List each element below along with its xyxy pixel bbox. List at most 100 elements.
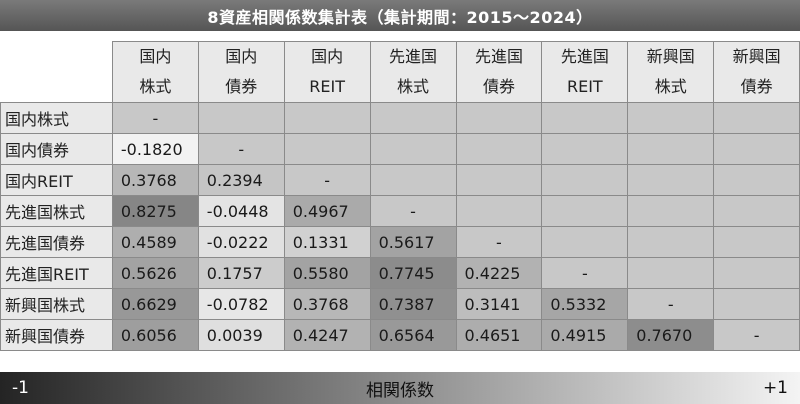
row-header: 国内株式 (0, 102, 113, 134)
scale-max-label: +1 (762, 378, 788, 398)
correlation-cell: -0.0448 (197, 195, 285, 227)
empty-cell (455, 102, 543, 134)
column-header-line2: REIT (309, 77, 346, 96)
empty-cell (713, 164, 800, 196)
column-header: 新興国 債券 (713, 41, 800, 103)
column-header-line1: 新興国 (732, 47, 781, 66)
empty-cell (283, 133, 371, 165)
row-header: 新興国債券 (0, 319, 113, 351)
column-header-line2: 株式 (397, 77, 430, 96)
corner-cell (1, 42, 113, 103)
column-header-line1: 先進国 (474, 47, 523, 66)
table-row: 新興国債券 0.6056 0.0039 0.4247 0.6564 0.4651 0.491… (0, 319, 800, 351)
empty-cell (283, 102, 371, 134)
correlation-cell: 0.7387 (369, 288, 457, 320)
column-header-line2: 株式 (654, 77, 687, 96)
diagonal-cell: - (627, 288, 715, 320)
table-row: 国内債券 -0.1820- (0, 133, 800, 165)
column-header-line1: 国内 (225, 47, 258, 66)
correlation-cell: 0.1331 (283, 226, 371, 258)
diagonal-cell: - (369, 195, 457, 227)
correlation-cell: 0.2394 (197, 164, 285, 196)
empty-cell (713, 102, 800, 134)
diagonal-cell: - (541, 257, 629, 289)
empty-cell (369, 133, 457, 165)
column-header-line1: 新興国 (646, 47, 695, 66)
column-header: 先進国 REIT (541, 41, 629, 103)
correlation-cell: 0.7745 (369, 257, 457, 289)
correlation-cell: 0.6564 (369, 319, 457, 351)
correlation-cell: 0.5580 (283, 257, 371, 289)
column-header-line1: 先進国 (389, 47, 438, 66)
table-row: 先進国株式 0.8275 -0.0448 0.4967- (0, 195, 800, 227)
column-header-line1: 国内 (311, 47, 344, 66)
correlation-cell: 0.4651 (455, 319, 543, 351)
empty-cell (541, 226, 629, 258)
empty-cell (627, 133, 715, 165)
empty-cell (713, 133, 800, 165)
empty-cell (369, 164, 457, 196)
diagonal-cell: - (111, 102, 199, 134)
empty-cell (455, 195, 543, 227)
column-header-line1: 先進国 (560, 47, 609, 66)
diagonal-cell: - (283, 164, 371, 196)
correlation-cell: 0.6056 (111, 319, 199, 351)
empty-cell (627, 102, 715, 134)
row-header: 先進国株式 (0, 195, 113, 227)
empty-cell (197, 102, 285, 134)
table-row: 国内株式 - (0, 102, 800, 134)
table-row: 国内REIT 0.3768 0.2394- (0, 164, 800, 196)
correlation-cell: 0.4247 (283, 319, 371, 351)
correlation-cell: -0.0782 (197, 288, 285, 320)
column-header: 国内 REIT (283, 41, 371, 103)
empty-cell (627, 226, 715, 258)
correlation-cell: 0.7670 (627, 319, 715, 351)
empty-cell (713, 195, 800, 227)
empty-cell (713, 257, 800, 289)
row-header: 先進国債券 (0, 226, 113, 258)
column-header: 国内 株式 (111, 41, 199, 103)
empty-cell (455, 164, 543, 196)
row-header: 先進国REIT (0, 257, 113, 289)
correlation-cell: 0.5332 (541, 288, 629, 320)
correlation-cell: 0.1757 (197, 257, 285, 289)
correlation-cell: 0.5626 (111, 257, 199, 289)
row-header: 国内債券 (0, 133, 113, 165)
correlation-cell: 0.4225 (455, 257, 543, 289)
column-header: 国内 債券 (197, 41, 285, 103)
diagonal-cell: - (455, 226, 543, 258)
color-scale-legend: -1 相関係数 +1 (0, 372, 800, 404)
column-header-line2: 債券 (740, 77, 773, 96)
empty-cell (541, 164, 629, 196)
diagonal-cell: - (197, 133, 285, 165)
scale-center-label: 相関係数 (366, 380, 434, 401)
correlation-cell: -0.1820 (111, 133, 199, 165)
table-row: 先進国REIT 0.5626 0.1757 0.5580 0.7745 0.4225- (0, 257, 800, 289)
empty-cell (541, 102, 629, 134)
column-header-line2: 債券 (225, 77, 258, 96)
row-header: 国内REIT (0, 164, 113, 196)
column-header-line2: 株式 (139, 77, 172, 96)
empty-cell (541, 133, 629, 165)
column-header: 先進国 債券 (455, 41, 543, 103)
correlation-cell: 0.8275 (111, 195, 199, 227)
column-header-line2: 債券 (482, 77, 515, 96)
table-title: 8資産相関係数集計表（集計期間：2015～2024） (0, 0, 800, 31)
correlation-cell: 0.5617 (369, 226, 457, 258)
correlation-cell: 0.4589 (111, 226, 199, 258)
correlation-cell: 0.4915 (541, 319, 629, 351)
table-row: 新興国株式 0.6629 -0.0782 0.3768 0.7387 0.3141 0.53… (0, 288, 800, 320)
column-header: 新興国 株式 (627, 41, 715, 103)
column-header-line2: REIT (566, 77, 603, 96)
diagonal-cell: - (713, 319, 800, 351)
correlation-cell: 0.6629 (111, 288, 199, 320)
empty-cell (455, 133, 543, 165)
correlation-cell: -0.0222 (197, 226, 285, 258)
correlation-cell: 0.3768 (111, 164, 199, 196)
empty-cell (627, 195, 715, 227)
correlation-cell: 0.3141 (455, 288, 543, 320)
empty-cell (713, 288, 800, 320)
empty-cell (627, 164, 715, 196)
correlation-cell: 0.4967 (283, 195, 371, 227)
column-header-row: 国内 株式 国内 債券 国内 REIT 先進国 株式 先進国 債券 先進国 REIT 新興国 株式 新興国債… (1, 41, 800, 103)
